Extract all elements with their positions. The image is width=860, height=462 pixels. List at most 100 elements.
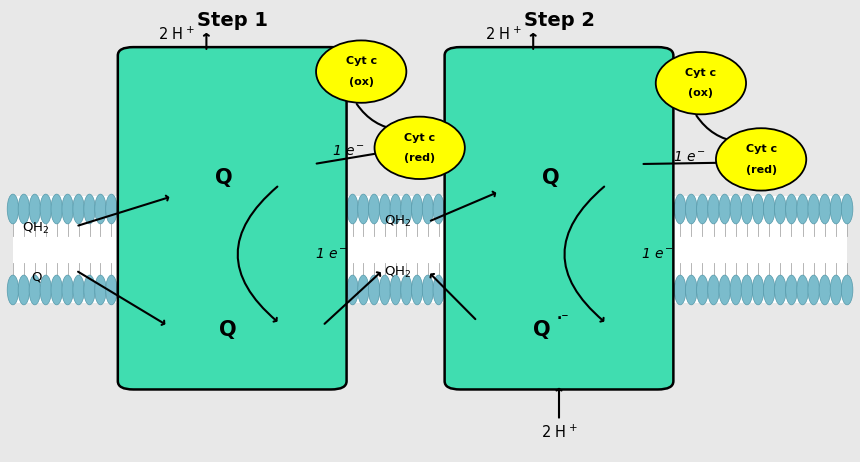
Ellipse shape [433,194,444,224]
Ellipse shape [716,128,807,190]
Ellipse shape [708,275,719,305]
Ellipse shape [83,194,95,224]
Ellipse shape [18,275,29,305]
Ellipse shape [336,194,347,224]
Ellipse shape [127,194,139,224]
Bar [658,196,847,303]
Ellipse shape [808,194,820,224]
Ellipse shape [18,194,29,224]
Text: Cyt c: Cyt c [404,133,435,143]
Ellipse shape [374,116,464,179]
Ellipse shape [444,194,455,224]
Text: Step 1: Step 1 [197,11,267,30]
Ellipse shape [347,194,358,224]
Ellipse shape [7,275,19,305]
Ellipse shape [685,194,697,224]
Ellipse shape [40,275,52,305]
Text: (red): (red) [746,164,777,175]
Ellipse shape [663,275,675,305]
Ellipse shape [764,194,775,224]
Text: Q: Q [542,168,559,188]
FancyBboxPatch shape [445,47,673,389]
Ellipse shape [325,194,337,224]
Text: 1 e$^-$: 1 e$^-$ [315,247,347,261]
Text: QH$_2$: QH$_2$ [384,265,411,280]
Ellipse shape [830,194,842,224]
Ellipse shape [379,275,390,305]
Ellipse shape [797,275,808,305]
Ellipse shape [316,41,406,103]
FancyBboxPatch shape [118,47,347,389]
Ellipse shape [764,275,775,305]
Ellipse shape [390,194,401,224]
Ellipse shape [325,275,337,305]
Ellipse shape [62,194,73,224]
Ellipse shape [455,275,466,305]
Ellipse shape [752,194,764,224]
Ellipse shape [730,194,741,224]
Ellipse shape [819,194,831,224]
Ellipse shape [741,275,752,305]
Ellipse shape [444,275,455,305]
Ellipse shape [336,275,347,305]
Ellipse shape [347,275,358,305]
Ellipse shape [51,194,63,224]
Text: Q: Q [215,168,232,188]
Ellipse shape [106,194,117,224]
Ellipse shape [841,194,853,224]
Ellipse shape [106,275,117,305]
Ellipse shape [674,275,686,305]
Ellipse shape [697,275,708,305]
Ellipse shape [411,275,423,305]
Text: QH$_2$: QH$_2$ [22,221,50,236]
Ellipse shape [652,275,664,305]
Ellipse shape [819,275,831,305]
Ellipse shape [663,194,675,224]
Ellipse shape [358,275,369,305]
Bar [331,196,460,303]
Text: 1 e$^-$: 1 e$^-$ [332,144,365,158]
Bar [13,196,133,303]
Ellipse shape [40,194,52,224]
Ellipse shape [95,194,106,224]
Text: (red): (red) [404,153,435,163]
Text: Q: Q [31,271,41,284]
Ellipse shape [719,275,730,305]
Ellipse shape [797,194,808,224]
Text: Q: Q [219,320,237,340]
Text: (ox): (ox) [688,88,714,98]
Ellipse shape [29,194,40,224]
Ellipse shape [358,194,369,224]
Ellipse shape [7,194,19,224]
Ellipse shape [62,275,73,305]
Ellipse shape [422,275,433,305]
Text: QH$_2$: QH$_2$ [384,214,411,229]
Text: (ox): (ox) [348,77,374,87]
Text: 2 H$^+$: 2 H$^+$ [158,26,194,43]
Ellipse shape [655,52,746,115]
Ellipse shape [433,275,444,305]
Ellipse shape [379,194,390,224]
Ellipse shape [786,275,797,305]
Ellipse shape [786,194,797,224]
Ellipse shape [369,194,380,224]
Text: Cyt c: Cyt c [346,56,377,67]
Ellipse shape [83,275,95,305]
Ellipse shape [401,194,412,224]
Ellipse shape [127,275,139,305]
Ellipse shape [95,275,106,305]
Ellipse shape [808,275,820,305]
Text: 1 e$^-$: 1 e$^-$ [642,247,674,261]
Ellipse shape [73,275,84,305]
Text: Cyt c: Cyt c [746,144,777,154]
Ellipse shape [685,275,697,305]
Ellipse shape [117,275,128,305]
Text: 1 e$^-$: 1 e$^-$ [673,150,706,164]
Text: 2 H$^+$: 2 H$^+$ [541,423,577,441]
Text: ·⁻: ·⁻ [557,312,569,326]
Text: Q: Q [533,320,550,340]
Ellipse shape [401,275,412,305]
Ellipse shape [674,194,686,224]
Ellipse shape [719,194,730,224]
Ellipse shape [841,275,853,305]
